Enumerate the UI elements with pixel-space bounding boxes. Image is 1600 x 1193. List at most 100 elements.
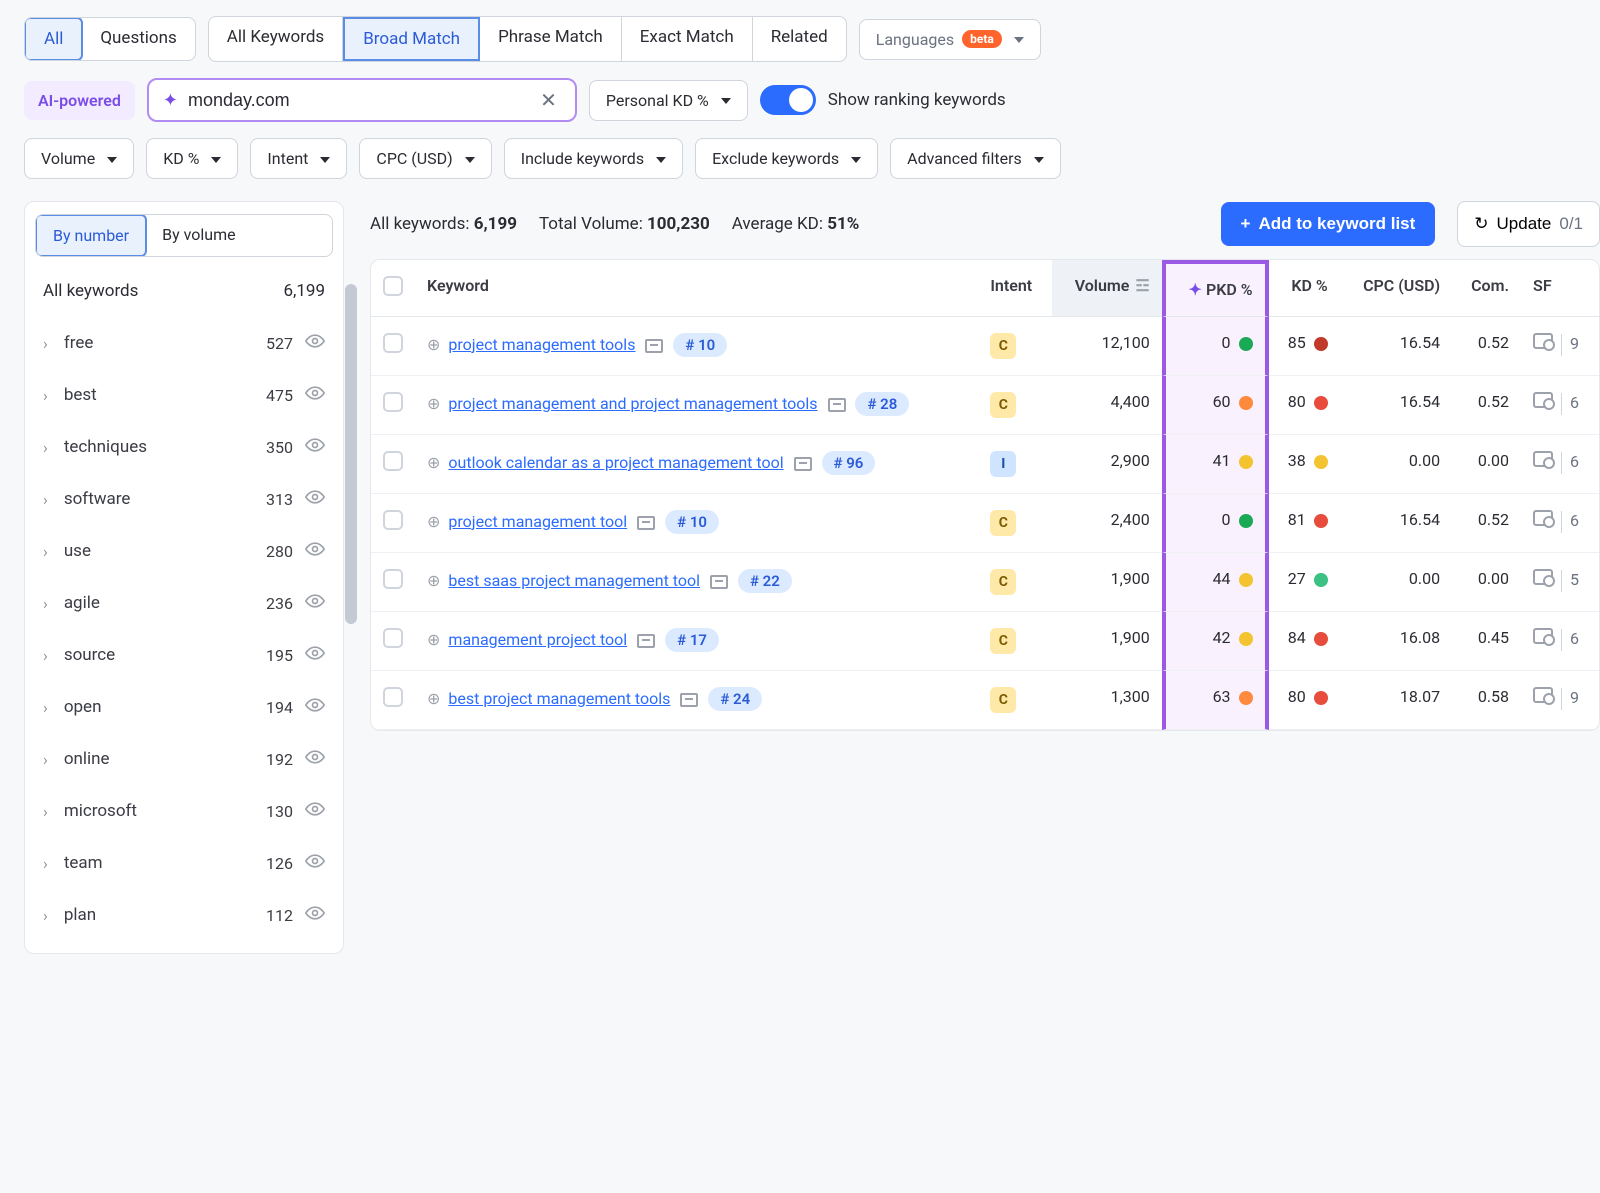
tab-all-keywords[interactable]: All Keywords [209,17,343,61]
row-checkbox[interactable] [383,628,403,648]
eye-icon[interactable] [305,383,325,407]
update-button[interactable]: ↻ Update 0/1 [1457,201,1600,247]
sidebar-item[interactable]: ›open194 [35,681,333,733]
serp-features-icon[interactable] [1533,510,1553,526]
sidebar-scrollbar[interactable] [345,284,357,624]
eye-icon[interactable] [305,331,325,355]
row-checkbox[interactable] [383,510,403,530]
show-ranking-toggle[interactable] [760,85,816,115]
serp-icon[interactable] [637,516,655,530]
tab-exact-match[interactable]: Exact Match [622,17,753,61]
sidebar-item[interactable]: ›microsoft130 [35,785,333,837]
sidebar-item[interactable]: ›source195 [35,629,333,681]
serp-features-icon[interactable] [1533,628,1553,644]
serp-icon[interactable] [828,398,846,412]
select-all-checkbox[interactable] [383,276,403,296]
row-checkbox[interactable] [383,333,403,353]
col-cpc[interactable]: CPC (USD) [1340,260,1452,317]
eye-icon[interactable] [305,643,325,667]
expand-icon[interactable]: ⊕ [427,689,440,708]
rank-pill: # 17 [665,628,719,652]
filter-advanced[interactable]: Advanced filters [890,138,1061,179]
eye-icon[interactable] [305,591,325,615]
personal-kd-dropdown[interactable]: Personal KD % [589,80,748,121]
keyword-link[interactable]: project management tools [448,335,635,354]
serp-features-icon[interactable] [1533,333,1553,349]
sidebar-item[interactable]: ›techniques350 [35,421,333,473]
sidebar-item[interactable]: ›online192 [35,733,333,785]
keyword-link[interactable]: management project tool [448,630,627,649]
cell-sf: 6 [1521,494,1599,553]
tab-broad-match[interactable]: Broad Match [343,17,480,61]
serp-features-icon[interactable] [1533,392,1553,408]
sidebar-all-keywords[interactable]: All keywords 6,199 [35,271,333,317]
filter-exclude[interactable]: Exclude keywords [695,138,878,179]
serp-icon[interactable] [710,575,728,589]
tab-by-volume[interactable]: By volume [146,215,252,256]
expand-icon[interactable]: ⊕ [427,630,440,649]
keyword-link[interactable]: project management and project managemen… [448,394,817,413]
row-checkbox[interactable] [383,392,403,412]
filter-intent[interactable]: Intent [250,138,347,179]
sidebar-item-label: techniques [64,437,266,457]
tab-related[interactable]: Related [753,17,846,61]
tab-by-number[interactable]: By number [35,214,147,257]
col-pkd[interactable]: ✦PKD % [1162,260,1269,317]
serp-icon[interactable] [680,693,698,707]
cell-cpc: 16.54 [1340,494,1452,553]
keyword-link[interactable]: best project management tools [448,689,670,708]
sidebar-item[interactable]: ›plan112 [35,889,333,941]
cell-pkd: 0 [1162,494,1269,553]
eye-icon[interactable] [305,435,325,459]
tab-questions[interactable]: Questions [82,18,194,60]
expand-icon[interactable]: ⊕ [427,512,440,531]
eye-icon[interactable] [305,903,325,927]
filter-cpc[interactable]: CPC (USD) [359,138,491,179]
clear-input-button[interactable]: ✕ [536,88,561,112]
add-to-keyword-list-button[interactable]: + Add to keyword list [1221,202,1436,246]
sidebar-item[interactable]: ›software313 [35,473,333,525]
serp-features-icon[interactable] [1533,569,1553,585]
expand-icon[interactable]: ⊕ [427,335,440,354]
filter-kd[interactable]: KD % [146,138,238,179]
sidebar-item[interactable]: ›use280 [35,525,333,577]
serp-icon[interactable] [637,634,655,648]
col-sf[interactable]: SF [1521,260,1599,317]
chevron-right-icon: › [43,542,48,561]
row-checkbox[interactable] [383,569,403,589]
col-keyword[interactable]: Keyword [415,260,978,317]
eye-icon[interactable] [305,539,325,563]
eye-icon[interactable] [305,799,325,823]
col-com[interactable]: Com. [1452,260,1521,317]
col-volume[interactable]: Volume☲ [1052,260,1162,317]
serp-features-icon[interactable] [1533,451,1553,467]
filter-volume[interactable]: Volume [24,138,134,179]
eye-icon[interactable] [305,487,325,511]
expand-icon[interactable]: ⊕ [427,394,440,413]
keyword-link[interactable]: project management tool [448,512,627,531]
sidebar-item-count: 192 [266,750,293,769]
serp-icon[interactable] [645,339,663,353]
keyword-link[interactable]: best saas project management tool [448,571,700,590]
serp-icon[interactable] [794,457,812,471]
tab-phrase-match[interactable]: Phrase Match [480,17,622,61]
eye-icon[interactable] [305,851,325,875]
eye-icon[interactable] [305,695,325,719]
sidebar-item[interactable]: ›team126 [35,837,333,889]
serp-features-icon[interactable] [1533,687,1553,703]
sidebar-item[interactable]: ›best475 [35,369,333,421]
sidebar-item[interactable]: ›free527 [35,317,333,369]
row-checkbox[interactable] [383,451,403,471]
sidebar-item[interactable]: ›agile236 [35,577,333,629]
col-kd[interactable]: KD % [1269,260,1340,317]
col-intent[interactable]: Intent [978,260,1051,317]
filter-include[interactable]: Include keywords [504,138,683,179]
expand-icon[interactable]: ⊕ [427,571,440,590]
languages-dropdown[interactable]: Languages beta [859,19,1041,60]
domain-input[interactable] [188,90,536,111]
row-checkbox[interactable] [383,687,403,707]
eye-icon[interactable] [305,747,325,771]
keyword-link[interactable]: outlook calendar as a project management… [448,453,783,472]
tab-all[interactable]: All [24,17,83,61]
expand-icon[interactable]: ⊕ [427,453,440,472]
